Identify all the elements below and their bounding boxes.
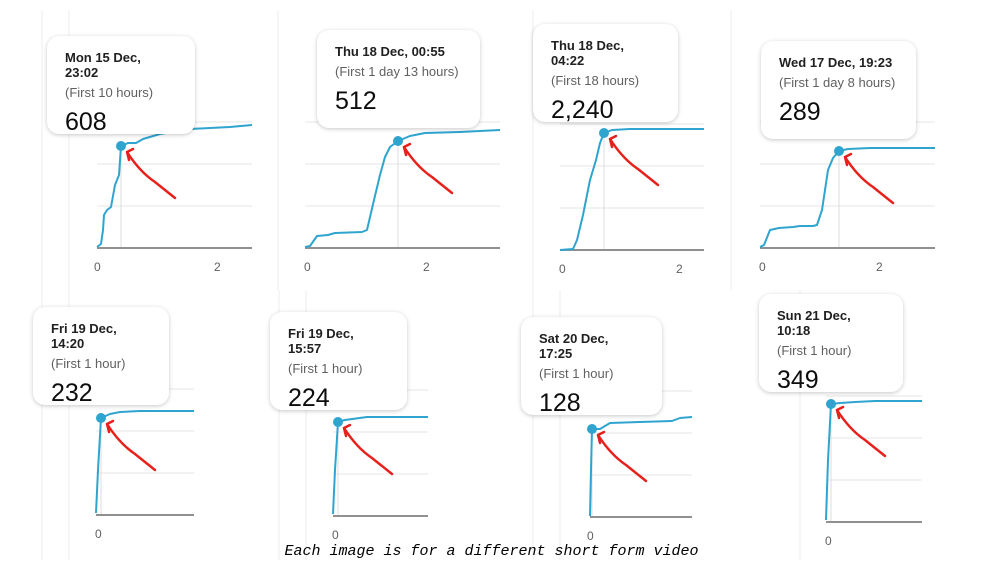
x-tick-label: 0 — [825, 534, 832, 548]
tooltip-date: Mon 15 Dec, 23:02 — [65, 50, 141, 80]
tooltip: Thu 18 Dec, 00:55 (First 1 day 13 hours) 5… — [317, 30, 480, 128]
tooltip-date: Thu 18 Dec, 04:22 — [551, 38, 624, 68]
red-arrow-annotation — [342, 423, 394, 476]
views-line — [559, 128, 704, 251]
tooltip-value: 608 — [65, 108, 107, 136]
x-tick-label: 0 — [587, 529, 594, 543]
tooltip-value: 289 — [779, 98, 821, 126]
tooltip: Sat 20 Dec, 17:25 (First 1 hour) 128 — [521, 317, 662, 417]
tooltip-period: (First 10 hours) — [65, 85, 154, 100]
tooltip-value: 2,240 — [551, 96, 614, 124]
tooltip-date: Sat 20 Dec, 17:25 — [539, 331, 609, 361]
tooltip-period: (First 1 hour) — [777, 343, 852, 358]
x-tick-label: 0 — [95, 527, 102, 541]
hover-point — [587, 424, 597, 434]
x-tick-label: 0 — [304, 260, 311, 274]
tooltip-date: Sun 21 Dec, 10:18 — [777, 308, 851, 338]
tooltip-date: Wed 17 Dec, 19:23 — [779, 55, 893, 70]
tooltip-date: Fri 19 Dec, 14:20 — [51, 321, 117, 351]
tooltip-date: Thu 18 Dec, 00:55 — [335, 44, 445, 59]
tooltip-date: Fri 19 Dec, 15:57 — [288, 326, 354, 356]
tooltip: Wed 17 Dec, 19:23 (First 1 day 8 hours) 28… — [761, 41, 916, 139]
red-arrow-annotation — [608, 134, 660, 187]
views-line — [589, 416, 693, 517]
x-tick-label: 2 — [676, 262, 683, 276]
x-tick-label: 2 — [876, 260, 883, 274]
x-tick-label: 2 — [423, 260, 430, 274]
x-tick-label: 2 — [214, 260, 221, 274]
red-arrow-annotation — [105, 419, 157, 472]
red-arrow-annotation — [843, 152, 895, 205]
hover-point — [393, 136, 403, 146]
hover-point — [96, 413, 106, 423]
hover-point — [599, 128, 609, 138]
views-line — [304, 129, 501, 248]
tooltip-value: 128 — [539, 389, 581, 417]
tooltip-period: (First 1 hour) — [51, 356, 126, 371]
tooltip-period: (First 1 day 8 hours) — [779, 75, 896, 90]
tooltip-period: (First 1 hour) — [288, 361, 363, 376]
tooltip-value: 349 — [777, 366, 819, 394]
tooltip-period: (First 1 hour) — [539, 366, 614, 381]
views-line — [825, 400, 922, 521]
tooltip-value: 224 — [288, 384, 330, 412]
tooltip-value: 232 — [51, 379, 93, 407]
views-line — [759, 147, 935, 248]
tooltip: Fri 19 Dec, 14:20 (First 1 hour) 232 — [33, 307, 169, 407]
tooltip: Fri 19 Dec, 15:57 (First 1 hour) 224 — [270, 312, 407, 412]
hover-point — [826, 399, 836, 409]
tooltip-period: (First 1 day 13 hours) — [335, 64, 459, 79]
views-line — [95, 410, 194, 514]
tooltip: Thu 18 Dec, 04:22 (First 18 hours) 2,240 — [533, 24, 678, 124]
red-arrow-annotation — [125, 147, 177, 200]
hover-point — [834, 146, 844, 156]
x-tick-label: 0 — [559, 262, 566, 276]
x-tick-label: 0 — [759, 260, 766, 274]
tooltip-value: 512 — [335, 87, 377, 115]
hover-point — [116, 141, 126, 151]
tooltip-period: (First 18 hours) — [551, 73, 640, 88]
red-arrow-annotation — [402, 142, 454, 195]
tooltip: Mon 15 Dec, 23:02 (First 10 hours) 608 — [47, 36, 195, 136]
red-arrow-annotation — [596, 430, 648, 483]
hover-point — [333, 417, 343, 427]
tooltip: Sun 21 Dec, 10:18 (First 1 hour) 349 — [759, 294, 903, 394]
x-tick-label: 0 — [332, 528, 339, 542]
red-arrow-annotation — [835, 405, 887, 458]
x-tick-label: 0 — [94, 260, 101, 274]
caption: Each image is for a different short form… — [284, 543, 699, 560]
